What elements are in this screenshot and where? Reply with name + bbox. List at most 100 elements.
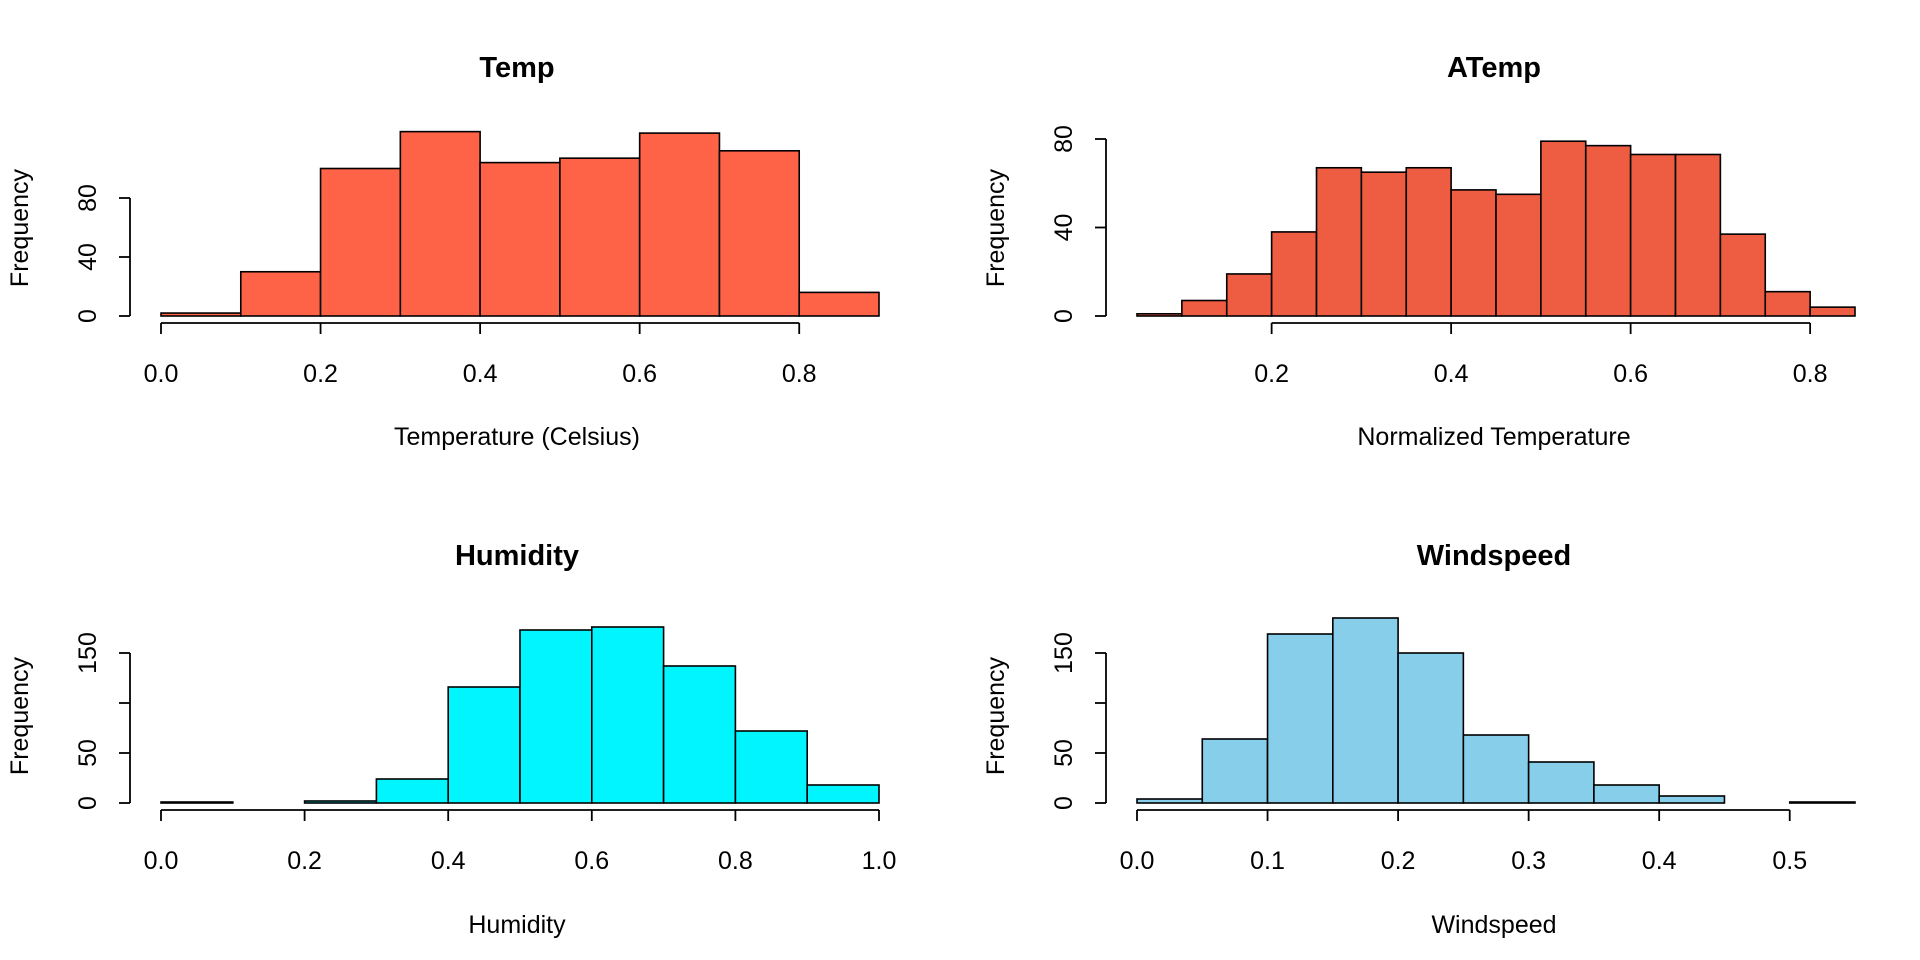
panel-windspeed: Windspeed Windspeed Frequency 0.0 0.1 0.2 0… (982, 540, 1856, 939)
histogram-bar (1270, 231, 1318, 317)
x-tick-label: 1.0 (862, 847, 897, 875)
axes: 0.2 0.4 0.6 0.8 0 40 80 (1050, 125, 1828, 388)
histogram-bar (1540, 140, 1587, 317)
axes: 0.0 0.2 0.4 0.6 0.8 1.0 0 50 150 (74, 632, 896, 875)
histogram-bar (1405, 166, 1452, 317)
histogram-bar (1225, 273, 1273, 317)
histogram-bar (1360, 171, 1408, 317)
histogram-bar (519, 629, 593, 804)
histogram-bar (1332, 617, 1399, 804)
histogram-bar (1462, 734, 1530, 804)
histogram-bar (1450, 189, 1497, 317)
y-axis-label: Frequency (982, 656, 1010, 775)
y-axis-label: Frequency (6, 656, 34, 775)
y-tick-label: 80 (74, 184, 102, 212)
histogram-bar (734, 730, 809, 804)
x-tick-label: 0.8 (1793, 360, 1828, 388)
y-tick-label: 50 (74, 739, 102, 767)
panel-humidity: Humidity Humidity Frequency 0.0 0.2 0.4 0.6… (6, 540, 896, 939)
y-tick-label: 0 (1050, 309, 1078, 323)
bars (160, 130, 880, 317)
chart-title: Humidity (455, 540, 579, 572)
x-tick-label: 0.8 (718, 847, 753, 875)
histogram-bar (319, 167, 402, 317)
x-tick-label: 0.0 (144, 360, 179, 388)
chart-title: Temp (479, 52, 554, 84)
x-tick-label: 0.2 (1254, 360, 1289, 388)
histogram-bar (1809, 306, 1856, 317)
x-tick-label: 0.0 (144, 847, 179, 875)
x-tick-label: 0.3 (1511, 847, 1546, 875)
histogram-bar (1397, 652, 1465, 804)
x-tick-label: 0.1 (1250, 847, 1285, 875)
histogram-bar (798, 291, 880, 317)
panel-temp: Temp Temperature (Celsius) Frequency 0.0… (6, 52, 880, 451)
histogram-bar (1719, 233, 1767, 317)
y-tick-label: 150 (74, 632, 102, 674)
histogram-bar (590, 626, 665, 804)
y-tick-label: 40 (1050, 214, 1078, 242)
x-tick-label: 0.0 (1120, 847, 1155, 875)
histogram-bar (479, 161, 561, 317)
y-tick-label: 0 (1050, 796, 1078, 810)
histogram-bar (1181, 299, 1228, 317)
axes: 0.0 0.1 0.2 0.3 0.4 0.5 0 50 150 (1050, 632, 1807, 875)
y-tick-label: 0 (74, 309, 102, 323)
chart-title: ATemp (1447, 52, 1541, 84)
histogram-bar (559, 157, 641, 317)
y-tick-label: 80 (1050, 125, 1078, 153)
y-tick-label: 40 (74, 243, 102, 271)
x-tick-label: 0.8 (782, 360, 817, 388)
histogram-bar (1674, 153, 1722, 317)
x-axis-label: Humidity (468, 911, 566, 939)
x-tick-label: 0.6 (622, 360, 657, 388)
histogram-bar (160, 312, 242, 317)
histogram-bar (638, 132, 721, 317)
y-tick-label: 150 (1050, 632, 1078, 674)
histogram-bar (447, 686, 521, 804)
histogram-bar (1658, 795, 1726, 804)
histogram-bar (1495, 193, 1542, 317)
y-axis-label: Frequency (982, 168, 1010, 287)
x-tick-label: 0.2 (1381, 847, 1416, 875)
x-tick-label: 0.4 (431, 847, 466, 875)
histogram-bar (1764, 290, 1811, 317)
histogram-bar (1136, 312, 1183, 317)
histogram-bar (806, 784, 880, 804)
histogram-bar (1527, 761, 1595, 804)
x-tick-label: 0.4 (463, 360, 498, 388)
bars (1136, 617, 1856, 804)
histogram-bar (239, 270, 322, 317)
histogram-bar (160, 801, 234, 804)
x-tick-label: 0.4 (1642, 847, 1677, 875)
x-axis-label: Windspeed (1431, 911, 1556, 939)
x-tick-label: 0.4 (1434, 360, 1469, 388)
histogram-bar (1788, 801, 1856, 804)
y-tick-label: 0 (74, 796, 102, 810)
x-tick-label: 0.2 (303, 360, 338, 388)
histogram-bar (1593, 784, 1660, 804)
histogram-bar (375, 778, 449, 804)
axes: 0.0 0.2 0.4 0.6 0.8 0 40 80 (74, 184, 817, 388)
histogram-bar (1584, 144, 1632, 317)
y-tick-label: 50 (1050, 739, 1078, 767)
x-tick-label: 0.5 (1772, 847, 1807, 875)
bars (1136, 140, 1856, 317)
x-tick-label: 0.2 (287, 847, 322, 875)
bars (160, 626, 880, 804)
histogram-bar (303, 800, 378, 804)
chart-title: Windspeed (1417, 540, 1571, 572)
histogram-bar (1136, 798, 1204, 804)
histogram-bar (1629, 153, 1677, 317)
histogram-bar (718, 150, 801, 317)
histogram-bar (662, 665, 737, 804)
histogram-bar (1315, 166, 1363, 317)
histogram-bar (1201, 738, 1269, 804)
histogram-bar (399, 130, 481, 317)
panel-atemp: ATemp Normalized Temperature Frequency 0… (982, 52, 1856, 451)
x-tick-label: 0.6 (574, 847, 609, 875)
x-axis-label: Normalized Temperature (1357, 423, 1630, 451)
x-axis-label: Temperature (Celsius) (394, 423, 640, 451)
x-tick-label: 0.6 (1613, 360, 1648, 388)
